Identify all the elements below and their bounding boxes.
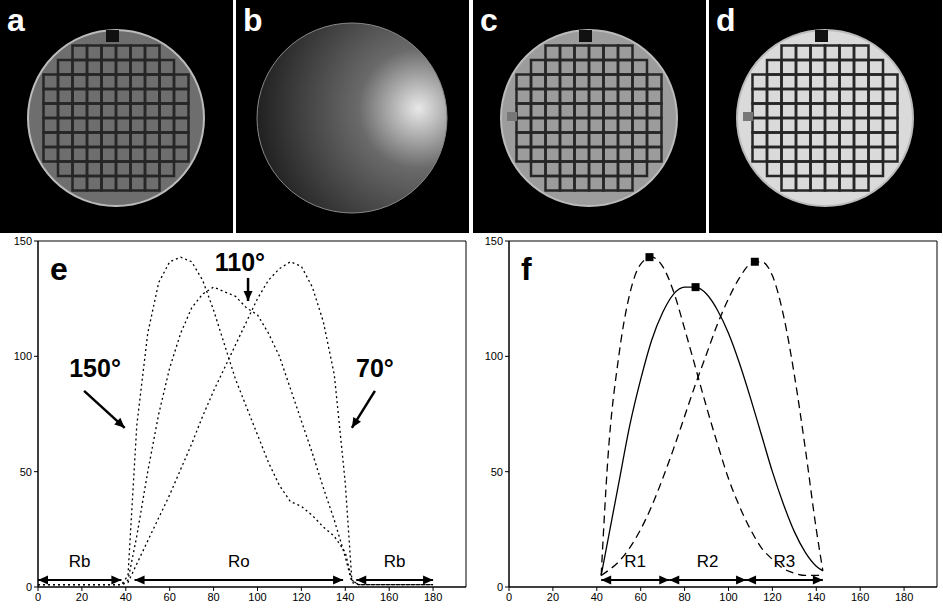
svg-text:140: 140 bbox=[336, 591, 354, 603]
svg-text:120: 120 bbox=[292, 591, 310, 603]
html-text:f: f bbox=[521, 251, 532, 287]
svg-text:60: 60 bbox=[164, 591, 176, 603]
svg-text:40: 40 bbox=[120, 591, 132, 603]
svg-text:40: 40 bbox=[591, 591, 603, 603]
svg-text:50: 50 bbox=[20, 466, 32, 478]
html-text:b: b bbox=[243, 2, 263, 38]
svg-text:80: 80 bbox=[207, 591, 219, 603]
svg-text:80: 80 bbox=[678, 591, 690, 603]
svg-text:150: 150 bbox=[14, 235, 32, 247]
svg-text:Ro: Ro bbox=[228, 552, 250, 571]
svg-text:150°: 150° bbox=[69, 354, 121, 382]
html-text:d: d bbox=[716, 2, 736, 38]
svg-text:140: 140 bbox=[807, 591, 825, 603]
svg-text:160: 160 bbox=[851, 591, 869, 603]
html-text:c: c bbox=[480, 2, 498, 38]
svg-text:70°: 70° bbox=[356, 354, 394, 382]
html-text:a: a bbox=[7, 2, 25, 38]
svg-text:0: 0 bbox=[497, 581, 503, 593]
svg-text:50: 50 bbox=[491, 466, 503, 478]
svg-text:60: 60 bbox=[635, 591, 647, 603]
svg-text:100: 100 bbox=[719, 591, 737, 603]
html-text:e: e bbox=[50, 251, 68, 287]
svg-text:Rb: Rb bbox=[69, 552, 91, 571]
svg-text:0: 0 bbox=[26, 581, 32, 593]
svg-text:180: 180 bbox=[895, 591, 913, 603]
svg-text:Rb: Rb bbox=[384, 552, 406, 571]
svg-text:120: 120 bbox=[763, 591, 781, 603]
svg-text:R2: R2 bbox=[697, 552, 719, 571]
svg-text:110°: 110° bbox=[215, 248, 265, 276]
svg-text:150: 150 bbox=[485, 235, 503, 247]
svg-text:20: 20 bbox=[547, 591, 559, 603]
svg-text:100: 100 bbox=[14, 350, 32, 362]
svg-text:100: 100 bbox=[485, 350, 503, 362]
svg-text:20: 20 bbox=[76, 591, 88, 603]
svg-text:R3: R3 bbox=[774, 552, 796, 571]
svg-text:R1: R1 bbox=[624, 552, 646, 571]
svg-text:180: 180 bbox=[424, 591, 442, 603]
svg-text:0: 0 bbox=[35, 591, 41, 603]
svg-text:0: 0 bbox=[506, 591, 512, 603]
svg-text:160: 160 bbox=[380, 591, 398, 603]
svg-text:100: 100 bbox=[248, 591, 266, 603]
